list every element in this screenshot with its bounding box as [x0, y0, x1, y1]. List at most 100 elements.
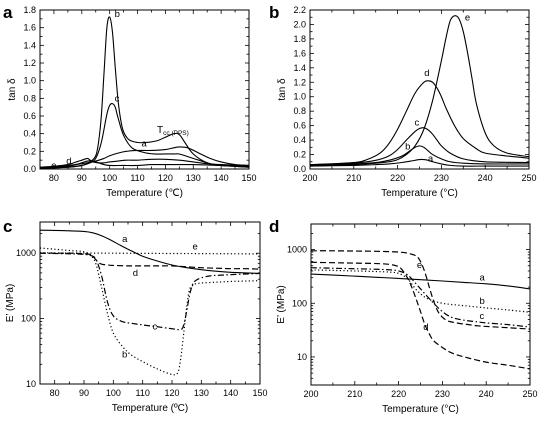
x-tick-label: 250 — [521, 173, 536, 183]
y-tick-label: 1000 — [16, 248, 36, 258]
series-label-a: a — [122, 234, 128, 245]
panel-letter: c — [3, 217, 12, 236]
y-tick-label: 10 — [26, 379, 36, 389]
series-line-a — [311, 273, 530, 290]
series-label-c: c — [415, 118, 420, 129]
x-tick-label: 210 — [347, 389, 362, 399]
y-axis-label: tan δ — [277, 78, 288, 101]
panel-b: b 200 210 220 230 240 250 0.0 0.2 0.4 0.6 0.8 1.0 1.2… — [269, 3, 537, 199]
plot-frame — [309, 9, 530, 170]
y-tick-label: 1.6 — [23, 23, 36, 33]
x-tick-label: 100 — [102, 173, 117, 183]
x-tick-label: 90 — [79, 388, 89, 398]
x-tick-label: 80 — [50, 388, 60, 398]
series-line-d — [40, 252, 260, 270]
y-tick-label: 10 — [297, 352, 307, 362]
series-line-b — [40, 247, 260, 376]
x-tick-label: 230 — [435, 389, 450, 399]
series-label-e: e — [465, 13, 470, 24]
x-tick-label: 140 — [223, 388, 238, 398]
series-line-b — [311, 269, 530, 313]
x-tick-label: 150 — [241, 173, 256, 183]
y-axis-label: E’ (MPa) — [5, 284, 16, 323]
y-tick-label: 0.0 — [23, 164, 36, 174]
series-line-a — [310, 158, 529, 167]
y-tick-label: 0.6 — [23, 111, 36, 121]
series-line-e — [40, 252, 260, 255]
x-tick-label: 230 — [434, 173, 449, 183]
y-tick-label: 1.8 — [293, 34, 306, 44]
series-label-c: c — [115, 93, 120, 104]
y-tick-label: 100 — [292, 298, 307, 308]
series-line-b — [40, 16, 249, 169]
panel-letter: d — [269, 217, 279, 236]
x-tick-label: 150 — [252, 388, 267, 398]
y-axis-label: E’ (MPa) — [276, 285, 287, 324]
y-tick-label: 2.0 — [293, 19, 306, 29]
series-label-e: e — [51, 161, 56, 172]
panel-d: d 200 210 220 230 240 250 10 100 1000 Temperature … — [269, 217, 538, 415]
y-tick-label: 1.0 — [293, 92, 306, 102]
x-tick-label: 200 — [303, 389, 318, 399]
series-label-c: c — [153, 322, 158, 333]
series-line-b — [310, 145, 529, 166]
y-tick-label: 0.0 — [293, 164, 306, 174]
series-label-b: b — [405, 141, 410, 152]
y-axis-label: tan δ — [7, 78, 18, 101]
panel-a: a 80 90 100 110 120 130 140 150 0.0 0.2 0.4 0.6 0.8 1.… — [3, 3, 257, 199]
plot-frame — [310, 223, 531, 386]
series-label-c: c — [479, 311, 484, 322]
x-tick-label: 120 — [164, 388, 179, 398]
series-label-a: a — [142, 138, 148, 149]
series-line-d — [311, 261, 530, 370]
y-tick-label: 100 — [21, 314, 36, 324]
x-axis-label: Temperature (°C) — [381, 188, 458, 199]
series-line-e — [310, 15, 529, 167]
x-tick-label: 240 — [478, 173, 493, 183]
series-label-d: d — [424, 68, 429, 79]
series-line-a — [40, 229, 260, 275]
y-tick-label: 0.2 — [23, 146, 36, 156]
series-line-c — [40, 102, 249, 169]
y-tick-label: 0.6 — [293, 121, 306, 131]
x-tick-label: 120 — [158, 173, 173, 183]
x-axis-label: Temperature (ºC) — [112, 403, 188, 414]
y-tick-label: 1.8 — [23, 5, 36, 15]
y-tick-label: 0.2 — [293, 150, 306, 160]
annotation-subscript: cc (PPS) — [163, 130, 189, 137]
y-tick-label: 0.8 — [23, 93, 36, 103]
series-label-b: b — [115, 9, 120, 20]
series-line-d — [310, 80, 529, 166]
series-line-a — [40, 146, 249, 169]
panel-c: c 80 90 100 110 120 130 140 150 10 100 1000 Temperat… — [3, 217, 268, 414]
x-tick-label: 130 — [186, 173, 201, 183]
y-tick-label: 1000 — [287, 245, 307, 255]
x-tick-label: 110 — [135, 388, 149, 398]
y-tick-label: 1.2 — [23, 58, 36, 68]
x-tick-label: 100 — [106, 388, 121, 398]
plot-frame — [39, 221, 261, 385]
x-axis-label: Temperature (°C) — [382, 404, 459, 415]
series-label-e: e — [193, 242, 198, 253]
x-tick-label: 90 — [77, 173, 87, 183]
y-tick-label: 0.4 — [23, 129, 36, 139]
y-tick-label: 1.0 — [23, 76, 36, 86]
x-axis-label: Temperature (℃) — [106, 188, 183, 199]
y-tick-label: 0.8 — [293, 106, 306, 116]
y-tick-label: 1.4 — [23, 40, 36, 50]
x-tick-label: 80 — [49, 173, 59, 183]
x-tick-label: 140 — [214, 173, 229, 183]
x-tick-label: 210 — [346, 173, 361, 183]
series-label-b: b — [479, 296, 484, 307]
series-label-d: d — [423, 322, 428, 333]
x-tick-label: 130 — [194, 388, 209, 398]
series-line-c — [40, 252, 260, 331]
x-tick-label: 220 — [390, 173, 405, 183]
x-tick-label: 240 — [479, 389, 494, 399]
series-label-d: d — [133, 268, 138, 279]
series-label-a: a — [428, 154, 434, 165]
x-tick-label: 250 — [522, 389, 537, 399]
series-line-c — [311, 267, 530, 328]
series-line-e — [311, 250, 530, 330]
